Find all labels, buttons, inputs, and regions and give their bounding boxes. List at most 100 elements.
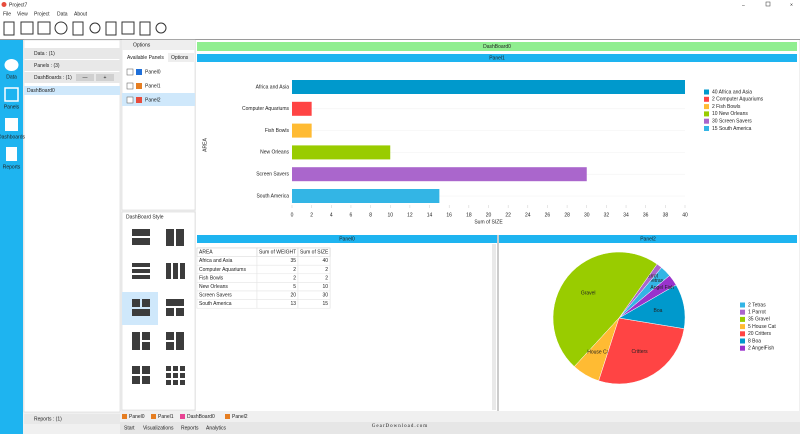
- panels-icon[interactable]: [4, 87, 19, 102]
- style-icon[interactable]: [142, 299, 150, 307]
- style-icon[interactable]: [173, 263, 178, 279]
- style-icon[interactable]: [132, 332, 140, 350]
- sidebar-label[interactable]: Reports: [3, 164, 21, 170]
- tree-header-panels[interactable]: [24, 60, 120, 71]
- sidebar-label[interactable]: Data: [6, 74, 17, 80]
- menu-item[interactable]: File: [3, 11, 11, 17]
- style-icon[interactable]: [166, 366, 171, 371]
- panel-item[interactable]: Panel0: [145, 69, 161, 75]
- tree-header-reports[interactable]: [24, 414, 120, 424]
- data-icon[interactable]: [4, 59, 19, 71]
- checkbox[interactable]: [126, 68, 134, 76]
- style-icon[interactable]: [166, 299, 184, 306]
- style-icon[interactable]: [132, 269, 150, 273]
- style-icon[interactable]: [166, 263, 171, 279]
- style-icon[interactable]: [166, 308, 174, 316]
- tree-data[interactable]: Data : (1): [34, 51, 55, 57]
- style-icon[interactable]: [132, 229, 150, 236]
- style-icon[interactable]: [176, 308, 184, 316]
- options-tab[interactable]: Available Panels: [127, 55, 164, 61]
- style-icon[interactable]: [173, 380, 178, 385]
- menu-item[interactable]: Data: [57, 11, 68, 17]
- tree-panels[interactable]: Panels : (3): [34, 63, 60, 69]
- nav-tab[interactable]: Reports: [181, 425, 199, 431]
- nav-tab[interactable]: Visualizations: [143, 425, 174, 431]
- style-icon[interactable]: [166, 380, 171, 385]
- style-icon[interactable]: [142, 332, 150, 340]
- checkbox[interactable]: [126, 96, 134, 104]
- tool-fullscreen[interactable]: [121, 21, 135, 35]
- tool-new[interactable]: [3, 21, 15, 36]
- tool-open[interactable]: [20, 21, 34, 35]
- dashboards-icon[interactable]: [5, 118, 18, 131]
- style-icon[interactable]: [180, 380, 185, 385]
- style-icon[interactable]: [142, 376, 150, 384]
- style-icon[interactable]: [166, 229, 174, 246]
- options-tab[interactable]: Options: [171, 55, 189, 61]
- document-tab[interactable]: DashBoard0: [187, 414, 215, 420]
- tree-header-dashboards[interactable]: [24, 72, 120, 83]
- reports-icon[interactable]: [6, 147, 17, 161]
- tool-export[interactable]: [139, 21, 151, 36]
- options-header: [122, 40, 195, 50]
- style-icon[interactable]: [132, 275, 150, 279]
- style-icon[interactable]: [132, 366, 140, 374]
- tool-data[interactable]: [54, 21, 68, 35]
- remove-button[interactable]: [76, 74, 94, 81]
- sidebar-label[interactable]: Dashboards: [0, 134, 25, 140]
- panel1-header: [197, 54, 797, 62]
- style-icon[interactable]: [142, 342, 150, 350]
- style-icon[interactable]: [176, 332, 184, 350]
- style-icon[interactable]: [132, 238, 150, 245]
- add-button[interactable]: [96, 74, 114, 81]
- x-tick-label: 12: [407, 212, 413, 218]
- legend-label: 40 Africa and Asia: [712, 89, 752, 95]
- pie-slice: [552, 251, 658, 367]
- menu-bar: [0, 9, 800, 19]
- tool-page[interactable]: [105, 21, 117, 36]
- style-icon[interactable]: [166, 373, 171, 378]
- document-tab[interactable]: Panel0: [129, 414, 145, 420]
- panel-item[interactable]: Panel1: [145, 83, 161, 89]
- nav-tab[interactable]: Start: [124, 425, 135, 431]
- tool-search[interactable]: [89, 22, 101, 34]
- tree-item[interactable]: DashBoard0: [27, 88, 55, 94]
- checkbox[interactable]: [126, 82, 134, 90]
- style-icon[interactable]: [173, 366, 178, 371]
- x-tick-label: 0: [291, 212, 294, 218]
- menu-item[interactable]: Project: [34, 11, 50, 17]
- style-icon[interactable]: [180, 366, 185, 371]
- menu-item[interactable]: View: [17, 11, 28, 17]
- document-tab[interactable]: Panel2: [232, 414, 248, 420]
- close[interactable]: ×: [790, 2, 793, 8]
- legend-label: 5 House Cat: [748, 324, 776, 330]
- nav-tab[interactable]: Analytics: [206, 425, 227, 431]
- tree-header-data[interactable]: [24, 48, 120, 59]
- style-icon[interactable]: [180, 263, 185, 279]
- style-icon[interactable]: [173, 373, 178, 378]
- tree-reports[interactable]: Reports : (1): [34, 416, 62, 422]
- style-icon[interactable]: [132, 376, 140, 384]
- minimize[interactable]: –: [742, 2, 745, 8]
- sidebar-label[interactable]: Panels: [4, 104, 20, 110]
- style-icon[interactable]: [132, 299, 140, 307]
- style-icon[interactable]: [166, 332, 174, 340]
- style-icon[interactable]: [180, 373, 185, 378]
- style-icon[interactable]: [166, 342, 174, 350]
- tool-doc[interactable]: [72, 21, 84, 36]
- document-tab[interactable]: Panel1: [158, 414, 174, 420]
- category-label: Fish Bowls: [265, 128, 290, 134]
- style-icon[interactable]: [142, 366, 150, 374]
- style-icon[interactable]: [132, 263, 150, 267]
- table-cell-text: 40: [322, 258, 328, 264]
- tree-selected[interactable]: [24, 86, 120, 95]
- panel-item[interactable]: Panel2: [145, 97, 161, 103]
- menu-item[interactable]: About: [74, 11, 88, 17]
- style-icon[interactable]: [176, 229, 184, 246]
- tool-settings[interactable]: [155, 22, 167, 34]
- style-icon[interactable]: [132, 309, 150, 316]
- tree-dashboards[interactable]: DashBoards : (1): [34, 75, 72, 81]
- tool-save[interactable]: [37, 21, 51, 35]
- maximize[interactable]: [765, 1, 771, 7]
- legend-label: 2 Computer Aquariums: [712, 97, 764, 103]
